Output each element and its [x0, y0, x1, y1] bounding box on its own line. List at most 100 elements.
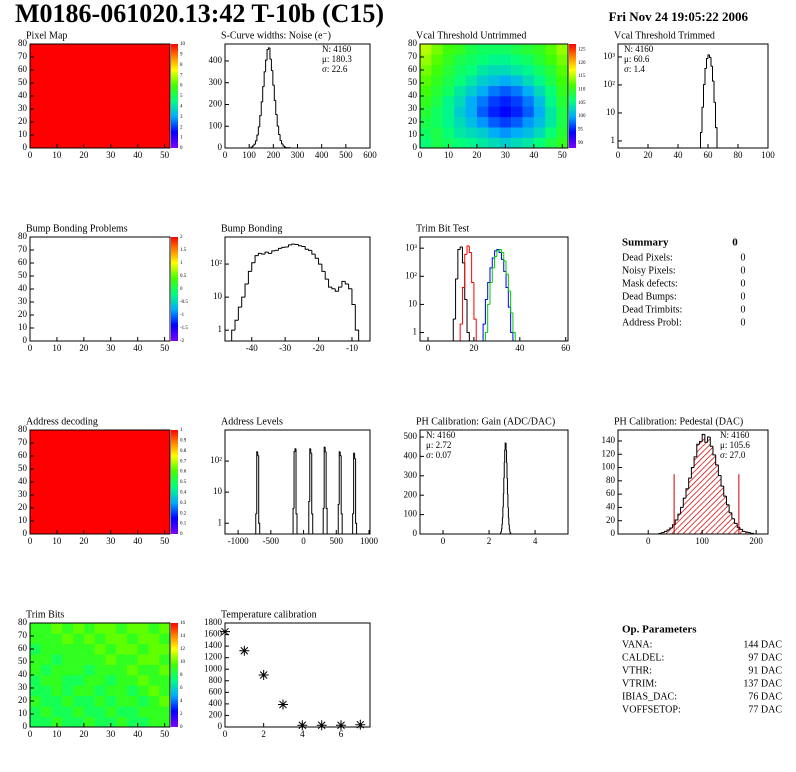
y-tick-label: 1 [218, 517, 223, 527]
heat-cell [442, 127, 455, 138]
histogram-bin [291, 243, 296, 245]
y-tick-label: 300 [209, 77, 223, 87]
x-tick-label: 50 [160, 150, 170, 160]
heat-cell [51, 643, 63, 655]
heat-cell [431, 85, 444, 97]
heat-cell [420, 116, 432, 128]
panel-title: PH Calibration: Pedestal (DAC) [614, 416, 743, 427]
x-tick-label: 30 [106, 150, 116, 160]
histogram-bin [244, 283, 249, 298]
histogram-bin [278, 126, 281, 136]
heat-cell [40, 706, 52, 717]
heat-cell [499, 137, 512, 149]
heat-cell [476, 54, 489, 66]
frame [224, 236, 371, 342]
histogram-bin [311, 453, 314, 534]
heat-cell [30, 695, 42, 707]
histogram-bin [457, 248, 461, 280]
heat-cell [116, 675, 128, 686]
heat-cell [511, 44, 523, 55]
x-tick-label: 60 [561, 343, 571, 353]
y-tick-label: 1 [611, 135, 616, 145]
frame [419, 236, 569, 342]
heat-cell [159, 654, 171, 665]
heat-cell [420, 85, 432, 97]
histogram-bin [344, 281, 349, 285]
histogram-bin [461, 286, 465, 325]
y-tick-label: 100 [404, 509, 418, 519]
y-tick-label: 30 [408, 103, 418, 113]
histogram-bin [257, 252, 262, 256]
y-tick-label: 10 [606, 107, 616, 117]
heat-cell [454, 96, 466, 107]
histogram-bin [231, 329, 236, 341]
y-tick-label: 20 [606, 515, 616, 525]
panel-title: Address Levels [221, 416, 283, 427]
point [355, 719, 366, 730]
heat-cell [30, 633, 42, 645]
heat-cell [442, 85, 455, 97]
x-tick-label: 10 [52, 343, 62, 353]
histogram-bin [709, 54, 711, 58]
heat-cell [40, 654, 52, 665]
histogram-bin [482, 323, 486, 341]
y-tick-label: 1800 [204, 617, 223, 627]
x-tick-label: 50 [160, 343, 170, 353]
heat-cell [126, 643, 138, 655]
heat-cell [126, 664, 138, 676]
heat-cell [545, 96, 557, 107]
heat-cell [148, 706, 160, 717]
histogram-bin [494, 256, 497, 268]
histogram-bin [341, 280, 346, 288]
histogram-bin [742, 529, 746, 532]
heat-cell [159, 643, 171, 655]
heat-cell [533, 44, 546, 55]
heat-cell [62, 685, 74, 697]
bin-fill [710, 446, 713, 534]
y-tick-label: 60 [606, 488, 616, 498]
histogram-bin [324, 271, 329, 280]
op-value: 97 DAC [748, 652, 782, 663]
colorbar-label: 0.2 [180, 511, 187, 516]
y-tick-label: 80 [18, 617, 28, 627]
summary-title: Summary [622, 237, 669, 249]
x-tick-label: 400 [315, 150, 329, 160]
heat-cell [159, 706, 171, 717]
heat-cell [465, 127, 478, 138]
heat-cell [51, 664, 63, 676]
heat-cell [137, 706, 149, 717]
histogram-bin [466, 245, 470, 255]
heat-cell [105, 643, 117, 655]
bin-fill [688, 478, 692, 534]
heat-cell [511, 127, 523, 138]
y-tick-label: 0 [23, 721, 28, 731]
colorbar-label: 0.9 [180, 439, 187, 444]
y-tick-label: 400 [209, 55, 223, 65]
heat-cell [522, 96, 535, 107]
y-tick-label: 70 [18, 244, 28, 254]
histogram-bin [334, 288, 339, 292]
stat-line: N: 4160 [624, 44, 654, 54]
x-tick-label: 10 [52, 536, 62, 546]
x-tick-label: 200 [267, 150, 281, 160]
histogram-bin [505, 271, 509, 288]
colorbar-label: 0.7 [180, 459, 187, 464]
y-tick-label: 70 [18, 630, 28, 640]
summary-label: Dead Bumps: [622, 291, 677, 302]
y-tick-label: 20 [18, 502, 28, 512]
bin-fill [685, 488, 689, 534]
y-tick-label: 200 [209, 99, 223, 109]
heat-cell [126, 706, 138, 717]
x-tick-label: 0 [223, 729, 228, 739]
histogram-bin [338, 286, 342, 292]
heat-cell [62, 643, 74, 655]
heat-cell [442, 44, 455, 55]
heat-cell [30, 706, 42, 717]
y-tick-label: 20 [18, 695, 28, 705]
y-tick-label: 10³ [405, 242, 417, 252]
y-tick-label: 50 [18, 77, 28, 87]
x-tick-label: 40 [529, 150, 539, 160]
colorbar [171, 623, 178, 727]
x-tick-label: 40 [133, 343, 143, 353]
x-tick-label: 20 [469, 343, 479, 353]
